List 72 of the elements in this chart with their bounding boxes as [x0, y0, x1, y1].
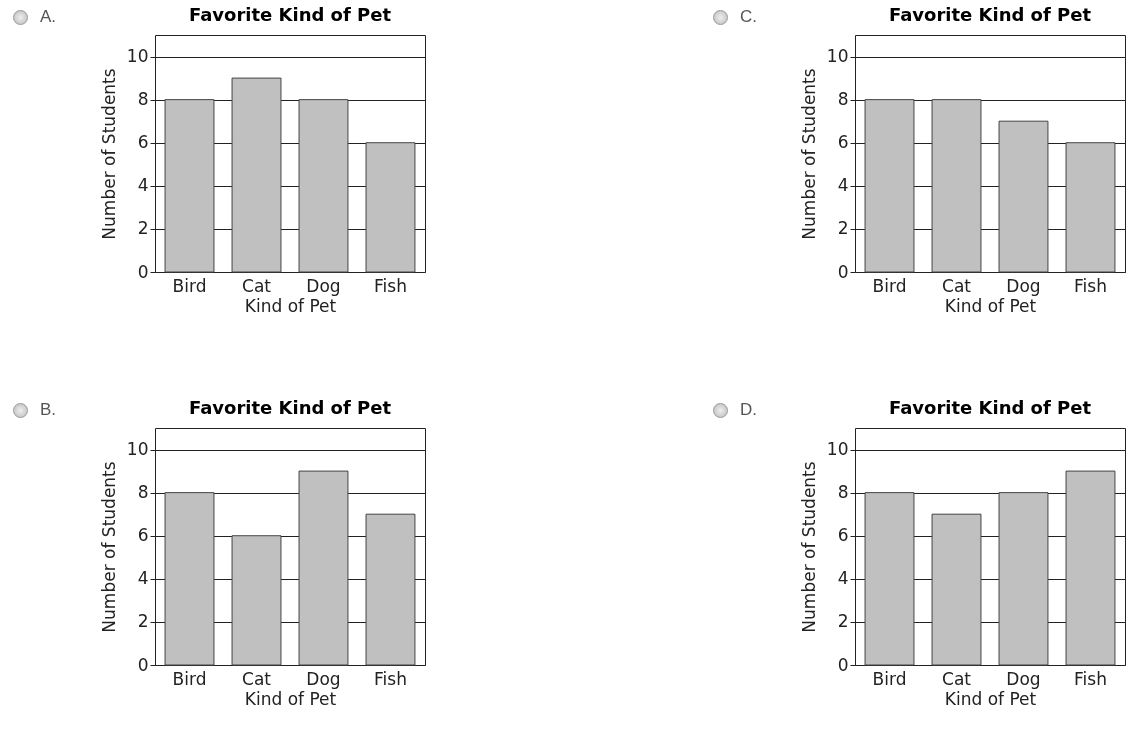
y-tick-label: 2: [137, 218, 149, 239]
bar: [365, 142, 416, 273]
text: B.: [40, 400, 57, 420]
chart-title: Favorite Kind of Pet: [188, 4, 392, 25]
text: A.: [40, 7, 57, 27]
y-tick-label: 10: [826, 439, 849, 460]
bar: [365, 513, 416, 666]
chart-title: Favorite Kind of Pet: [888, 397, 1092, 418]
y-tick-label: 4: [137, 175, 149, 196]
bar: [164, 99, 215, 273]
x-tick-label: Cat: [242, 668, 272, 689]
bar: [231, 535, 282, 666]
y-axis-title: Number of Students: [798, 68, 819, 240]
x-tick-label: Dog: [306, 275, 341, 296]
x-axis-title: Kind of Pet: [244, 688, 337, 709]
y-tick-label: 6: [137, 525, 149, 546]
x-tick-label: Bird: [172, 275, 207, 296]
y-axis-title: Number of Students: [98, 461, 119, 633]
x-axis-title: Kind of Pet: [944, 688, 1037, 709]
x-tick-label: Dog: [306, 668, 341, 689]
y-tick-label: 4: [837, 175, 849, 196]
y-tick-label: 8: [837, 89, 849, 110]
y-tick-label: 10: [126, 46, 149, 67]
y-tick-label: 0: [137, 261, 149, 282]
y-tick-label: 4: [137, 568, 149, 589]
y-tick-label: 8: [137, 89, 149, 110]
bar: [998, 492, 1049, 666]
x-tick-label: Fish: [1074, 275, 1107, 296]
y-tick-label: 0: [137, 654, 149, 675]
x-tick-label: Bird: [872, 668, 907, 689]
y-tick-label: 2: [137, 611, 149, 632]
x-tick-label: Dog: [1006, 275, 1041, 296]
bar: [864, 492, 915, 666]
x-tick-label: Fish: [374, 275, 407, 296]
bar: [864, 99, 915, 273]
y-tick-label: 0: [837, 261, 849, 282]
x-tick-label: Bird: [172, 668, 207, 689]
x-tick-label: Bird: [872, 275, 907, 296]
y-tick-label: 6: [837, 525, 849, 546]
y-tick-label: 2: [837, 218, 849, 239]
x-tick-label: Cat: [242, 275, 272, 296]
text: D.: [740, 400, 757, 420]
y-tick-label: 8: [137, 482, 149, 503]
x-tick-label: Cat: [942, 275, 972, 296]
y-tick-label: 2: [837, 611, 849, 632]
y-tick-label: 0: [837, 654, 849, 675]
x-tick-label: Cat: [942, 668, 972, 689]
y-tick-label: 6: [137, 132, 149, 153]
bar: [1065, 142, 1116, 273]
bar: [1065, 470, 1116, 666]
y-tick-label: 6: [837, 132, 849, 153]
x-tick-label: Dog: [1006, 668, 1041, 689]
y-tick-label: 10: [826, 46, 849, 67]
bar: [231, 77, 282, 273]
bar: [931, 513, 982, 666]
bar: [298, 99, 349, 273]
y-tick-label: 10: [126, 439, 149, 460]
bar: [298, 470, 349, 666]
y-tick-label: 8: [837, 482, 849, 503]
text: C.: [740, 7, 757, 27]
chart-title: Favorite Kind of Pet: [888, 4, 1092, 25]
x-axis-title: Kind of Pet: [944, 295, 1037, 316]
x-axis-title: Kind of Pet: [244, 295, 337, 316]
chart-title: Favorite Kind of Pet: [188, 397, 392, 418]
x-tick-label: Fish: [374, 668, 407, 689]
bar: [931, 99, 982, 273]
bar: [164, 492, 215, 666]
y-axis-title: Number of Students: [798, 461, 819, 633]
x-tick-label: Fish: [1074, 668, 1107, 689]
y-tick-label: 4: [837, 568, 849, 589]
bar: [998, 120, 1049, 273]
y-axis-title: Number of Students: [98, 68, 119, 240]
